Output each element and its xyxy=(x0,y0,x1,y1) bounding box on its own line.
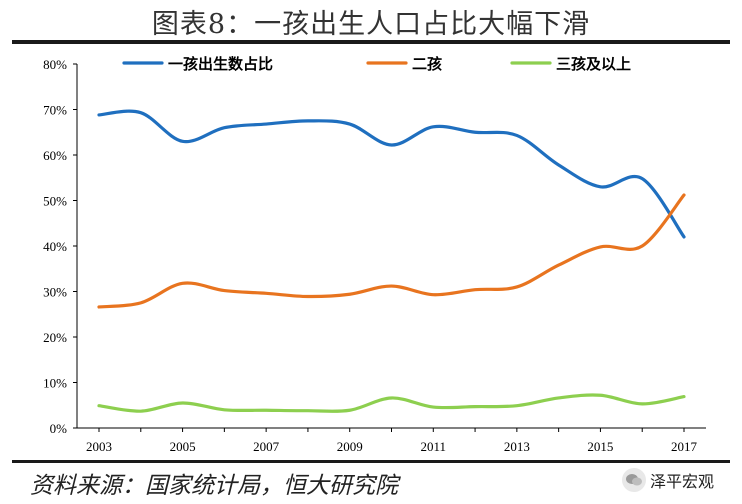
brand-badge: 泽平宏观 xyxy=(622,468,714,492)
brand-name: 泽平宏观 xyxy=(650,472,715,491)
y-tick-label: 0% xyxy=(50,421,68,436)
y-tick-label: 60% xyxy=(43,148,67,163)
series-line-3 xyxy=(97,393,686,413)
x-tick-label: 2017 xyxy=(671,439,698,454)
x-tick-label: 2013 xyxy=(504,439,530,454)
wechat-icon xyxy=(622,468,646,492)
source-note: 资料来源：国家统计局，恒大研究院 xyxy=(30,473,398,499)
y-tick-label: 80% xyxy=(43,57,67,72)
x-tick-label: 2009 xyxy=(337,439,363,454)
series-line-2 xyxy=(97,193,686,309)
x-tick-label: 2015 xyxy=(587,439,613,454)
legend-label-3: 三孩及以上 xyxy=(556,55,631,73)
y-tick-label: 10% xyxy=(43,376,67,391)
x-tick-label: 2007 xyxy=(253,439,280,454)
title-divider xyxy=(12,40,730,44)
page-title: 图表8：一孩出生人口占比大幅下滑 xyxy=(151,9,591,40)
footer-divider xyxy=(12,460,730,463)
x-tick-label: 2005 xyxy=(170,439,196,454)
y-tick-label: 40% xyxy=(43,239,67,254)
y-tick-label: 30% xyxy=(43,285,67,300)
y-tick-label: 70% xyxy=(43,103,67,118)
y-tick-label: 20% xyxy=(43,330,67,345)
x-tick-label: 2003 xyxy=(86,439,112,454)
legend-label-2: 二孩 xyxy=(412,55,442,73)
line-chart: 0% 10% 20% 30% 40% 50% 60% 70% 80% 2003 2005 2007 20… xyxy=(43,55,706,454)
legend-label-1: 一孩出生数占比 xyxy=(168,55,273,73)
y-tick-label: 50% xyxy=(43,194,67,209)
series-line-1 xyxy=(97,109,686,239)
x-tick-label: 2011 xyxy=(421,439,447,454)
